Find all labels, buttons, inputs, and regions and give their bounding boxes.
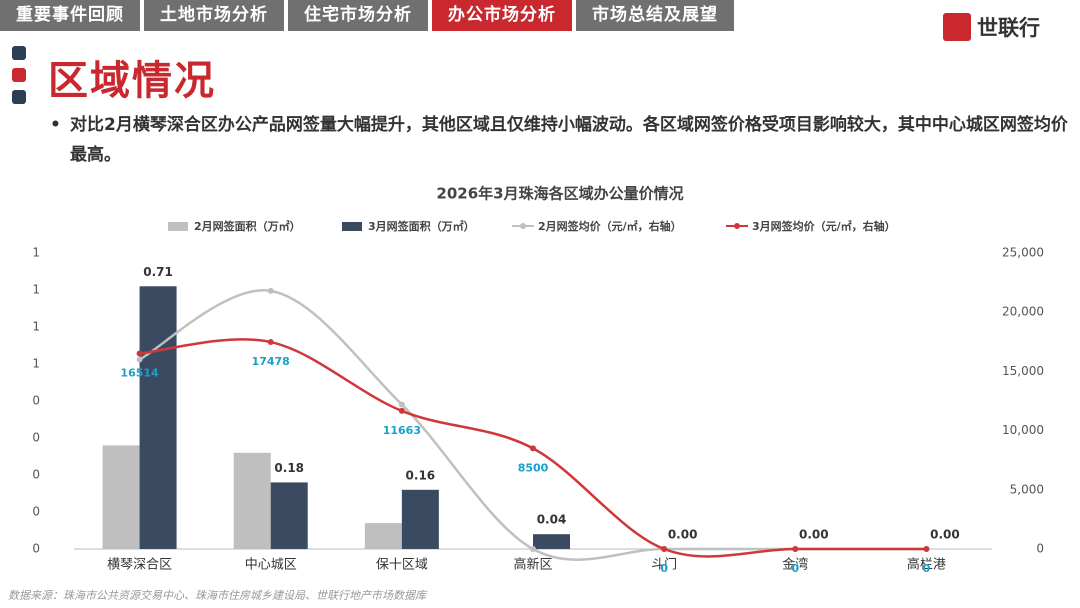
y-tick-label: 0 <box>32 542 40 556</box>
line-point <box>661 546 668 552</box>
y-tick-label: 0 <box>32 431 40 445</box>
legend-swatch <box>520 223 526 229</box>
nav-tab[interactable]: 重要事件回顾 <box>0 0 140 31</box>
line-value-label: 0 <box>660 562 668 575</box>
x-tick-label: 斗门 <box>651 558 677 573</box>
y-tick-label: 0 <box>32 394 40 408</box>
square <box>12 68 26 82</box>
y-tick-label: 1 <box>32 283 40 297</box>
legend-label: 2月网签均价（元/㎡，右轴） <box>538 219 682 233</box>
y2-tick-label: 20,000 <box>1002 305 1044 319</box>
line-point <box>136 350 143 357</box>
source-note: 数据来源：珠海市公共资源交易中心、珠海市住房城乡建设局、世联行地产市场数据库 <box>8 589 426 602</box>
chart-title: 2026年3月珠海各区域办公量价情况 <box>436 185 683 203</box>
y2-tick-label: 10,000 <box>1002 423 1044 437</box>
line-point <box>136 356 143 363</box>
line-point <box>530 445 536 452</box>
nav-tab[interactable]: 住宅市场分析 <box>288 0 428 31</box>
legend-label: 2月网签面积（万㎡） <box>194 219 301 233</box>
bar <box>102 445 140 549</box>
legend-swatch <box>342 222 362 231</box>
line-value-label: 11663 <box>383 424 421 437</box>
nav-tab[interactable]: 土地市场分析 <box>144 0 284 31</box>
y2-tick-label: 15,000 <box>1002 364 1044 378</box>
y-tick-label: 1 <box>32 357 40 371</box>
x-tick-label: 保十区域 <box>376 558 428 573</box>
bar-value-label: 0.16 <box>406 468 436 482</box>
line-point <box>398 401 405 408</box>
y-tick-label: 0 <box>32 505 40 519</box>
bar-value-label: 0.00 <box>668 528 698 542</box>
x-tick-label: 高栏港 <box>907 557 946 573</box>
line-value-label: 17478 <box>252 355 290 368</box>
line-value-label: 16514 <box>120 366 159 379</box>
bar <box>233 452 271 549</box>
y-tick-label: 1 <box>32 246 40 260</box>
x-tick-label: 高新区 <box>513 557 552 573</box>
bar <box>139 286 177 549</box>
bar-value-label: 0.71 <box>143 265 173 279</box>
bar-value-label: 0.04 <box>537 513 567 527</box>
bar <box>533 534 570 549</box>
y2-tick-label: 0 <box>1036 542 1044 556</box>
legend-swatch <box>168 222 188 231</box>
line-point <box>530 546 536 552</box>
logo: 世联行 <box>943 12 1040 42</box>
bar <box>270 482 308 549</box>
bar <box>364 523 402 549</box>
bar-value-label: 0.00 <box>799 528 829 542</box>
line-value-label: 0 <box>791 562 799 575</box>
bar <box>401 489 439 549</box>
legend-label: 3月网签均价（元/㎡，右轴） <box>752 219 896 233</box>
nav-tab[interactable]: 市场总结及展望 <box>576 0 734 31</box>
heading: 区域情况 <box>48 58 216 104</box>
line-point <box>267 339 274 346</box>
nav-bar: 重要事件回顾 土地市场分析 住宅市场分析 办公市场分析 市场总结及展望 <box>0 0 738 31</box>
y-tick-label: 0 <box>32 468 40 482</box>
square <box>12 46 26 60</box>
line-point <box>398 407 405 414</box>
line-value-label: 8500 <box>518 461 549 474</box>
logo-icon <box>943 13 971 41</box>
line-point <box>792 546 799 552</box>
legend-label: 3月网签面积（万㎡） <box>368 219 475 233</box>
square <box>12 90 26 104</box>
line-point <box>923 546 930 552</box>
x-tick-label: 金湾 <box>782 557 808 573</box>
x-tick-label: 横琴深合区 <box>107 558 172 573</box>
line-value-label: 0 <box>923 562 931 575</box>
bar-value-label: 0.00 <box>930 528 960 542</box>
heading-decoration <box>12 46 26 112</box>
y2-tick-label: 25,000 <box>1002 246 1044 260</box>
line-point <box>267 287 274 294</box>
y2-tick-label: 5,000 <box>1010 482 1044 496</box>
legend-swatch <box>734 223 740 229</box>
bar-value-label: 0.18 <box>274 461 304 475</box>
nav-tab-active[interactable]: 办公市场分析 <box>432 0 572 31</box>
logo-text: 世联行 <box>977 16 1040 40</box>
bullet-text: 对比2月横琴深合区办公产品网签量大幅提升，其他区域且仅维持小幅波动。各区域网签价… <box>50 110 1070 170</box>
y-tick-label: 1 <box>32 320 40 334</box>
x-tick-label: 中心城区 <box>245 558 297 573</box>
